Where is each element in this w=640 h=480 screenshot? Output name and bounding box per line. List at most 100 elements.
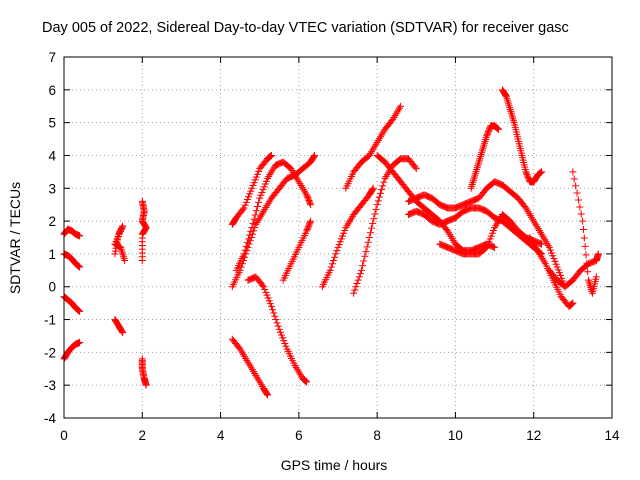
data-point (491, 243, 499, 251)
data-point (467, 184, 475, 192)
data-point (579, 217, 587, 225)
data-point (121, 256, 129, 264)
data-point (118, 249, 126, 257)
data-point (482, 134, 490, 142)
data-point (76, 339, 84, 347)
data-point (584, 268, 592, 276)
data-point (482, 244, 490, 252)
data-point (366, 229, 374, 237)
chart-title: Day 005 of 2022, Sidereal Day-to-day VTE… (42, 20, 569, 36)
data-point (507, 107, 515, 115)
data-point (469, 179, 477, 187)
data-point (475, 158, 483, 166)
data-point (362, 248, 370, 256)
series-t26 (569, 168, 600, 297)
data-point (397, 102, 405, 110)
data-point (470, 175, 478, 183)
data-point (472, 169, 480, 177)
y-tick-label: -2 (44, 345, 56, 360)
series-t10 (228, 151, 275, 228)
data-point (252, 207, 260, 215)
data-point (479, 145, 487, 153)
data-point (573, 189, 581, 197)
data-point (357, 266, 365, 274)
data-point (264, 391, 272, 399)
data-point (138, 256, 146, 264)
data-point (369, 184, 377, 192)
data-point (472, 167, 480, 175)
data-point (370, 215, 378, 223)
data-point (581, 242, 589, 250)
y-tick-label: -1 (44, 313, 56, 328)
data-point (240, 250, 248, 258)
data-point (471, 171, 479, 179)
data-point (364, 238, 372, 246)
data-point (373, 201, 381, 209)
data-point (368, 224, 376, 232)
series-t12 (228, 335, 272, 399)
data-point (379, 182, 387, 190)
data-point (570, 175, 578, 183)
data-point (248, 224, 256, 232)
data-point (572, 182, 580, 190)
y-tick-label: 3 (48, 181, 56, 196)
data-point (478, 147, 486, 155)
data-point (508, 111, 516, 119)
data-point (592, 273, 600, 281)
data-point (380, 178, 388, 186)
data-point (118, 328, 126, 336)
data-point (267, 302, 275, 310)
data-point (327, 263, 335, 271)
series-t1 (60, 225, 84, 240)
data-point (569, 168, 577, 176)
series-t4 (60, 339, 84, 363)
data-point (274, 322, 282, 330)
x-axis-label: GPS time / hours (281, 457, 388, 473)
series-t11 (232, 158, 315, 274)
data-point (250, 215, 258, 223)
y-tick-label: -3 (44, 378, 56, 393)
data-point (263, 390, 271, 398)
series-t25 (545, 250, 602, 291)
data-point (271, 312, 279, 320)
data-point (583, 259, 591, 267)
series-t19 (404, 178, 569, 291)
data-point (272, 316, 280, 324)
data-point (360, 257, 368, 265)
data-point (306, 218, 314, 226)
data-point (273, 319, 281, 327)
series-t22 (467, 122, 502, 192)
data-point (76, 232, 84, 240)
data-point (267, 151, 275, 159)
data-point (509, 115, 517, 123)
data-point (481, 137, 489, 145)
data-point (251, 211, 259, 219)
data-point (469, 177, 477, 185)
series-t5 (111, 222, 129, 264)
x-tick-label: 4 (217, 428, 225, 443)
data-point (120, 255, 128, 263)
data-point (372, 205, 380, 213)
data-point (482, 136, 490, 144)
data-point (505, 102, 513, 110)
series-t17 (350, 155, 420, 297)
series-t8 (138, 355, 150, 389)
data-point (378, 186, 386, 194)
data-point (376, 189, 384, 197)
data-point (569, 299, 577, 307)
data-point (247, 227, 255, 235)
data-point (326, 266, 334, 274)
plot-frame (63, 56, 613, 419)
data-point (354, 276, 362, 284)
data-point (494, 125, 502, 133)
data-point (574, 196, 582, 204)
data-point (120, 253, 128, 261)
data-point (118, 223, 126, 231)
data-point (576, 203, 584, 211)
data-point (579, 226, 587, 234)
data-point (505, 100, 513, 108)
data-point (477, 152, 485, 160)
data-point (332, 250, 340, 258)
data-point (473, 164, 481, 172)
data-point (538, 240, 546, 248)
